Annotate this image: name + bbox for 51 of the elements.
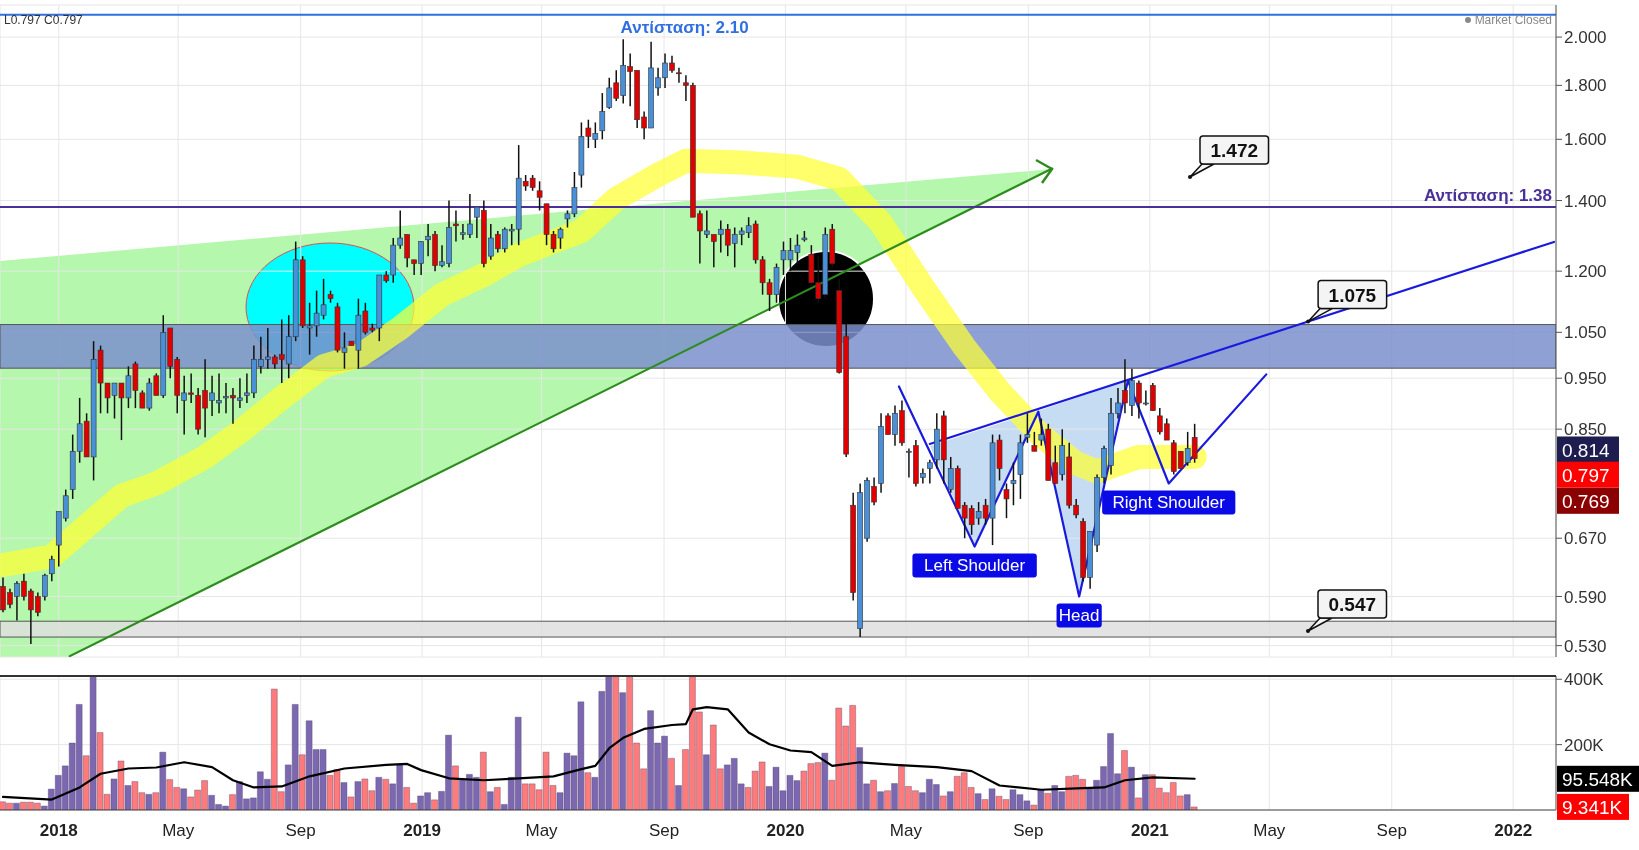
- y-tick-label: 0.530: [1564, 636, 1607, 656]
- line-series: [1, 705, 1196, 801]
- y-tick-label: 0.850: [1564, 420, 1607, 440]
- y-tick-label: 1.600: [1564, 130, 1607, 150]
- text: 0.797: [1562, 464, 1610, 486]
- text: 0.769: [1562, 490, 1610, 512]
- y-tick-label: 1.050: [1564, 323, 1607, 343]
- y-tick-label: 0.950: [1564, 369, 1607, 389]
- x-tick-label: May: [889, 821, 923, 840]
- annotation: Right Shoulder: [1112, 493, 1226, 513]
- candlestick: [48, 554, 55, 582]
- candlestick: [927, 459, 933, 485]
- annotation: 1.075: [1328, 284, 1377, 306]
- y-tick-label: 1.400: [1564, 191, 1607, 211]
- candlestick: [676, 67, 682, 84]
- y-tick-label: 0.670: [1564, 529, 1607, 549]
- x-tick-label: May: [525, 821, 559, 840]
- candlestick: [1031, 431, 1038, 453]
- x-tick-label: Sep: [285, 821, 316, 840]
- annotation: L0.797 C0.797: [4, 13, 83, 27]
- candlestick: [536, 180, 543, 212]
- y-tick-label: 400K: [1564, 670, 1605, 690]
- y-tick-label: 2.000: [1564, 28, 1607, 48]
- x-tick-label: May: [1253, 821, 1286, 840]
- y-tick-label: 200K: [1564, 735, 1605, 755]
- annotation: 0.547: [1328, 594, 1377, 615]
- candlestick: [1003, 482, 1010, 519]
- y-tick-label: 0.590: [1564, 587, 1607, 607]
- candlestick: [599, 92, 606, 141]
- text: 95.548K: [1562, 768, 1634, 790]
- x-tick-label: 2019: [403, 821, 442, 840]
- x-tick-label: Sep: [648, 821, 680, 840]
- x-tick-label: Sep: [1376, 821, 1407, 840]
- ref-line-label: Αντίσταση: 1.38: [1423, 186, 1552, 206]
- x-tick-label: May: [162, 821, 195, 840]
- x-tick-label: 2022: [1494, 821, 1533, 840]
- candlestick: [1024, 412, 1031, 444]
- x-tick-label: 2018: [39, 821, 78, 840]
- annotation: Left Shoulder: [924, 556, 1026, 576]
- x-tick-label: Sep: [1013, 821, 1044, 840]
- y-tick-label: 1.800: [1564, 76, 1607, 96]
- annotation: 1.472: [1210, 140, 1259, 161]
- candlestick: [1010, 461, 1017, 506]
- x-tick-label: 2021: [1130, 821, 1169, 840]
- text: 0.814: [1562, 439, 1610, 461]
- text: 9.341K: [1562, 796, 1623, 818]
- x-tick-label: 2020: [766, 821, 805, 840]
- candlestick: [453, 209, 459, 243]
- annotation: Market Closed: [1474, 13, 1552, 27]
- ref-line-label: Αντίσταση: 2.10: [620, 17, 749, 37]
- y-tick-label: 1.200: [1564, 262, 1607, 282]
